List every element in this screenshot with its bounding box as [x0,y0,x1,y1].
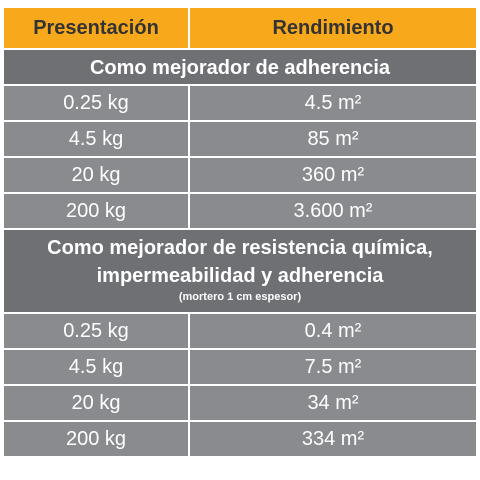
section-heading-resistencia: Como mejorador de resistencia química, i… [4,230,476,314]
presentacion-cell: 200 kg [4,422,190,456]
section-title-line-2: impermeabilidad y adherencia [96,265,384,287]
rendimiento-cell: 334 m² [190,422,476,456]
rendimiento-cell: 0.4 m² [190,314,476,348]
header-presentacion: Presentación [4,8,190,48]
presentacion-cell: 4.5 kg [4,350,190,384]
presentacion-cell: 20 kg [4,386,190,420]
presentacion-cell: 4.5 kg [4,122,190,156]
presentacion-cell: 20 kg [4,158,190,192]
table-row: 20 kg 34 m² [4,386,476,422]
table-row: 20 kg 360 m² [4,158,476,194]
table-row: 200 kg 3.600 m² [4,194,476,230]
table-header-row: Presentación Rendimiento [4,8,476,50]
section-title-line-1: Como mejorador de resistencia química, [47,237,433,259]
section-heading-adherencia: Como mejorador de adherencia [4,50,476,86]
table-row: 0.25 kg 0.4 m² [4,314,476,350]
rendimiento-cell: 360 m² [190,158,476,192]
rendimiento-cell: 7.5 m² [190,350,476,384]
presentacion-cell: 200 kg [4,194,190,228]
table-row: 200 kg 334 m² [4,422,476,458]
presentacion-cell: 0.25 kg [4,86,190,120]
rendimiento-cell: 85 m² [190,122,476,156]
table-row: 4.5 kg 7.5 m² [4,350,476,386]
rendimiento-cell: 4.5 m² [190,86,476,120]
table-row: 0.25 kg 4.5 m² [4,86,476,122]
rendimiento-cell: 3.600 m² [190,194,476,228]
presentacion-cell: 0.25 kg [4,314,190,348]
section-note: (mortero 1 cm espesor) [178,291,302,303]
yield-table: Presentación Rendimiento Como mejorador … [2,6,478,458]
table-row: 4.5 kg 85 m² [4,122,476,158]
header-rendimiento: Rendimiento [190,8,476,48]
rendimiento-cell: 34 m² [190,386,476,420]
